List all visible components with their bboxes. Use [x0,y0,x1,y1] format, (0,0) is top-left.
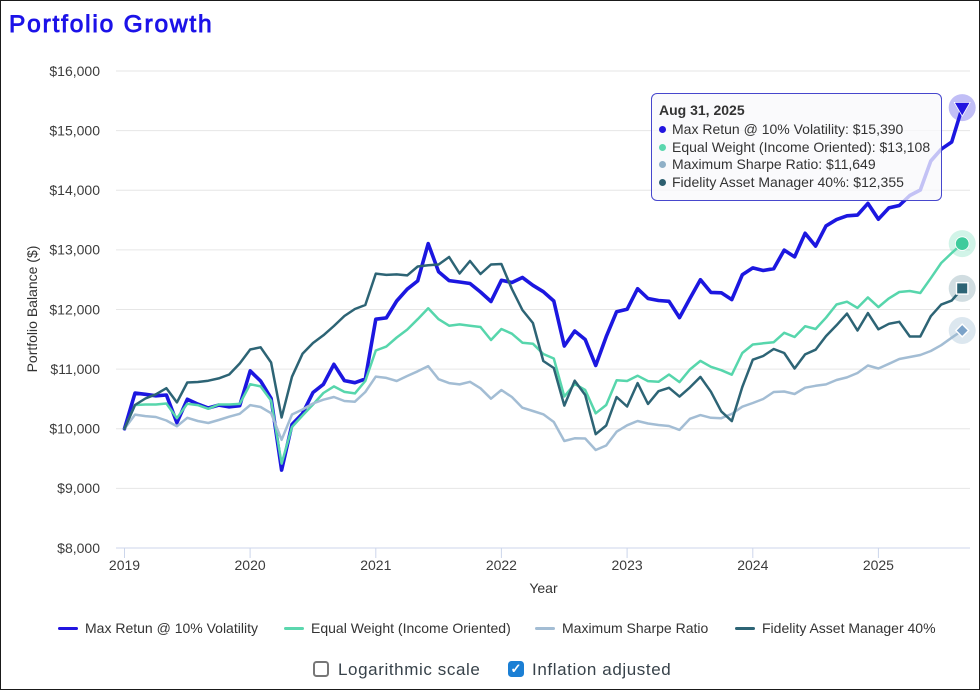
svg-text:2023: 2023 [612,557,643,573]
svg-text:$15,000: $15,000 [49,122,100,138]
svg-text:2021: 2021 [360,557,391,573]
svg-text:2019: 2019 [109,557,140,573]
svg-text:Portfolio Balance ($): Portfolio Balance ($) [24,246,40,373]
svg-text:$10,000: $10,000 [49,421,100,437]
svg-text:2022: 2022 [486,557,517,573]
svg-text:$13,000: $13,000 [49,242,100,258]
svg-text:2020: 2020 [235,557,266,573]
svg-text:$16,000: $16,000 [49,63,100,79]
svg-text:2024: 2024 [737,557,768,573]
svg-text:$9,000: $9,000 [57,480,100,496]
svg-text:2025: 2025 [863,557,894,573]
svg-text:$8,000: $8,000 [57,540,100,556]
svg-text:$14,000: $14,000 [49,182,100,198]
svg-text:Year: Year [529,580,558,596]
svg-text:$12,000: $12,000 [49,301,100,317]
svg-text:$11,000: $11,000 [50,361,100,377]
